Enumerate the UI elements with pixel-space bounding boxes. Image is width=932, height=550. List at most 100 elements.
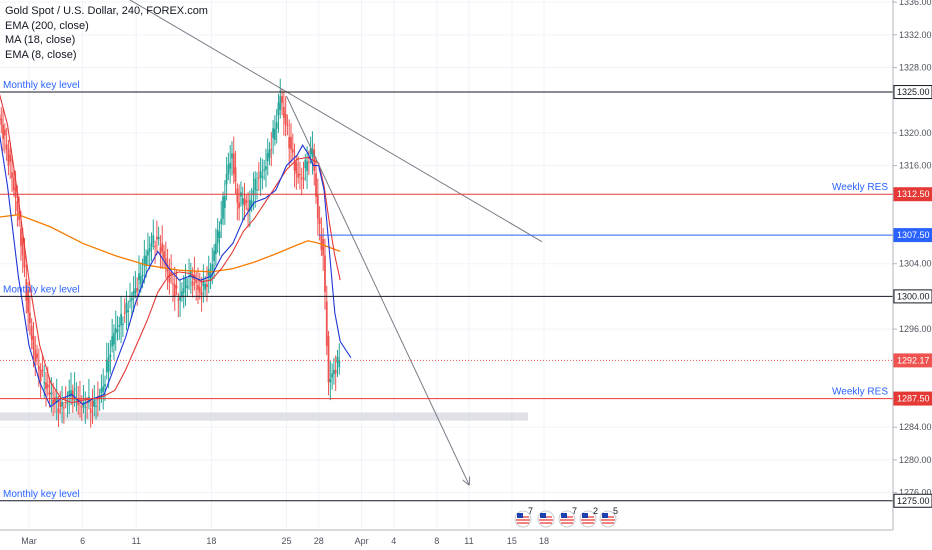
candle-body [263, 169, 266, 171]
candle-body [20, 228, 22, 246]
candle-body [234, 167, 237, 182]
candle-body [73, 388, 76, 390]
level-tag: 1287.50 [893, 391, 932, 406]
candle-body [172, 283, 174, 285]
candle-body [50, 392, 53, 395]
candle-body [293, 160, 296, 171]
x-tick-label: 28 [314, 536, 324, 546]
candle-body [61, 402, 63, 407]
price-tag-text: 1300.00 [897, 291, 930, 301]
candle-body [216, 230, 219, 244]
legend-ma18[interactable]: MA (18, close) [5, 34, 76, 46]
candle-body [127, 310, 130, 313]
candle-body [195, 280, 198, 283]
candle-body [197, 285, 199, 290]
x-tick-label: Mar [21, 536, 37, 546]
candle-body [136, 288, 139, 292]
candle-body [64, 401, 67, 403]
flag-canton [540, 513, 546, 518]
candle-body [9, 154, 12, 162]
candle-body [184, 278, 187, 289]
candle-body [32, 335, 35, 350]
candle-body [161, 243, 164, 252]
price-tag-bg [893, 85, 932, 100]
candle-body [79, 398, 81, 400]
y-tick-label: 1320.00 [899, 128, 932, 138]
y-tick-label: 1280.00 [899, 455, 932, 465]
y-tick-label: 1336.00 [899, 0, 932, 7]
x-tick-label: 11 [132, 536, 141, 546]
candle-body [113, 333, 115, 345]
candle-body [168, 271, 171, 283]
candle-body [281, 96, 283, 103]
flag-canton [602, 513, 608, 518]
price-tag-bg [893, 493, 932, 508]
candle-body [148, 247, 151, 252]
candle-body [54, 397, 56, 403]
price-tag-bg [893, 353, 932, 368]
level-tag: 1275.00 [893, 493, 932, 508]
candle-body [23, 255, 26, 268]
candle-body [39, 369, 42, 382]
candle-body [139, 275, 142, 285]
us-flag-1[interactable]: 7 [514, 506, 533, 528]
candle-body [252, 190, 255, 195]
candle-body [200, 292, 203, 296]
candle-body [11, 172, 13, 178]
candle-body [182, 288, 185, 294]
candle-body [331, 373, 334, 378]
us-flag-3[interactable]: 7 [558, 506, 577, 528]
candle-body [272, 128, 275, 139]
legend-ema8[interactable]: EMA (8, close) [5, 48, 77, 61]
candle-body [245, 200, 248, 204]
trendline-long [129, 0, 543, 243]
candle-body [266, 152, 269, 162]
us-flag-4[interactable]: 2 [579, 506, 598, 528]
candle-body [12, 177, 15, 191]
candle-body [0, 118, 3, 125]
us-flag-2[interactable] [537, 510, 555, 528]
candle-body [80, 406, 83, 408]
level-tag: 1312.50 [893, 187, 932, 202]
candle-body [324, 255, 326, 293]
us-flag-5[interactable]: 5 [599, 506, 618, 528]
candle-body [41, 369, 44, 371]
candle-body [318, 218, 321, 225]
price-tag-text: 1325.00 [897, 87, 930, 97]
candle-body [147, 250, 149, 256]
candle-body [295, 162, 298, 174]
candle-body [198, 287, 201, 293]
candle-body [284, 113, 287, 125]
x-tick-label: Apr [355, 536, 369, 546]
price-tag-text: 1312.50 [897, 189, 930, 199]
candle-body [93, 399, 96, 407]
candle-body [316, 195, 319, 219]
candle-body [288, 137, 291, 149]
current-price-tag: 1292.17 [893, 353, 932, 368]
flag-canton [582, 513, 588, 518]
grid [0, 0, 893, 530]
candle-body [111, 336, 114, 347]
candle-body [91, 401, 94, 407]
candle-body [70, 390, 72, 397]
candle-body [259, 171, 262, 178]
candle-body [66, 402, 69, 404]
candle-body [247, 208, 249, 211]
candle-body [25, 278, 28, 301]
candle-body [27, 289, 30, 313]
y-tick-label: 1284.00 [899, 422, 932, 432]
legend-title[interactable]: Gold Spot / U.S. Dollar, 240, FOREX.com [5, 5, 208, 17]
candle-body [28, 312, 31, 324]
candle-body [14, 187, 17, 199]
legend-ema200[interactable]: EMA (200, close) [5, 19, 89, 32]
y-tick-label: 1296.00 [899, 324, 932, 334]
candle-body [121, 323, 124, 326]
candle-body [155, 236, 158, 240]
candle-body [186, 285, 189, 288]
x-tick-label: 11 [464, 536, 473, 546]
candle-body [181, 291, 183, 296]
candle-body [265, 166, 267, 170]
candle-body [105, 360, 108, 373]
x-tick-label: 25 [282, 536, 292, 546]
